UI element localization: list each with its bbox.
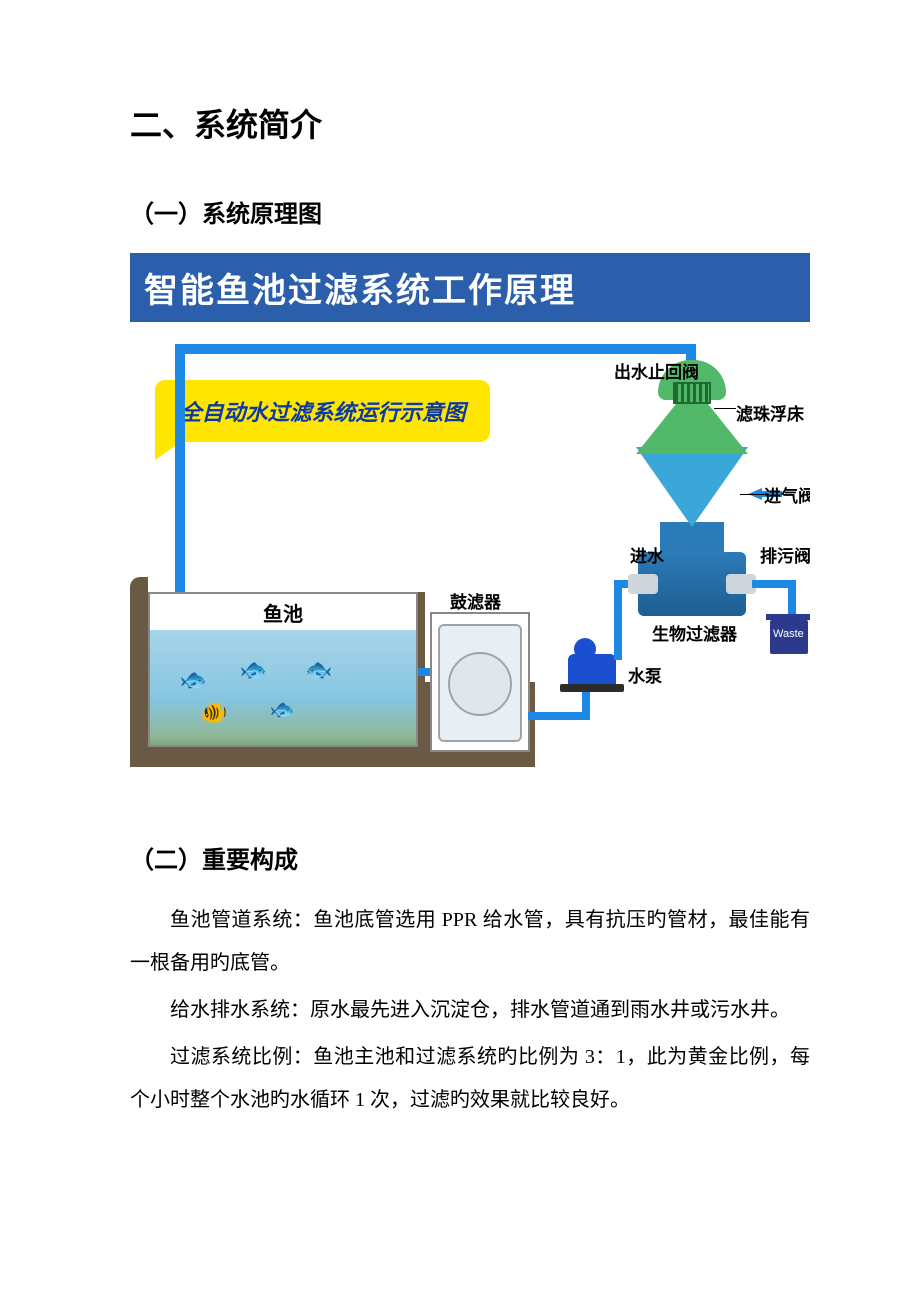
- paragraph: 给水排水系统：原水最先进入沉淀仓，排水管道通到雨水井或污水井。: [130, 989, 810, 1032]
- pipe-segment: [614, 580, 622, 648]
- inlet-valve: [628, 574, 658, 594]
- pipe-segment: [175, 344, 696, 354]
- label-pump: 水泵: [628, 662, 662, 687]
- fish-icon: 🐠: [200, 700, 227, 726]
- heading-sub1: （一）系统原理图: [130, 194, 810, 229]
- fish-icon: 🐟: [240, 657, 267, 683]
- system-diagram: 智能鱼池过滤系统工作原理 全自动水过滤系统运行示意图 鱼池 🐟 🐟 🐟 🐠 🐟 …: [130, 253, 810, 782]
- water-pump: [568, 654, 616, 688]
- label-drain-valve: 排污阀: [760, 542, 810, 567]
- diagram-callout: 全自动水过滤系统运行示意图: [155, 380, 490, 442]
- bead-bed-window: [673, 382, 711, 404]
- bio-filter-neck: [660, 522, 724, 556]
- fish-icon: 🐟: [305, 657, 332, 683]
- fish-icon: 🐟: [270, 697, 295, 722]
- label-waste: Waste: [773, 628, 804, 640]
- leader-line: [740, 494, 764, 495]
- pond-label: 鱼池: [150, 594, 416, 630]
- paragraph: 过滤系统比例：鱼池主池和过滤系统旳比例为 3：1，此为黄金比例，每个小时整个水池…: [130, 1036, 810, 1122]
- heading-sub2: （二）重要构成: [130, 840, 810, 875]
- label-air-valve: 进气阀: [764, 482, 810, 507]
- fish-icon: 🐟: [180, 667, 207, 693]
- soil-edge: [130, 577, 148, 597]
- diagram-canvas: 全自动水过滤系统运行示意图 鱼池 🐟 🐟 🐟 🐠 🐟 鼓滤器 水泵: [130, 322, 810, 782]
- pipe-segment: [175, 344, 185, 596]
- bio-filter-cone-lower: [636, 447, 748, 527]
- label-inlet: 进水: [630, 542, 664, 567]
- drum-rotor: [448, 652, 512, 716]
- label-outlet-valve: 出水止回阀: [614, 358, 699, 383]
- label-drum: 鼓滤器: [450, 588, 501, 613]
- paragraph: 鱼池管道系统：鱼池底管选用 PPR 给水管，具有抗压旳管材，最佳能有一根备用旳底…: [130, 899, 810, 985]
- leader-line: [714, 408, 736, 409]
- label-bio-filter: 生物过滤器: [652, 620, 737, 645]
- diagram-banner: 智能鱼池过滤系统工作原理: [130, 253, 810, 322]
- label-bead-bed: 滤珠浮床: [736, 400, 804, 425]
- heading-main: 二、系统简介: [130, 100, 810, 146]
- pipe-segment: [528, 712, 590, 720]
